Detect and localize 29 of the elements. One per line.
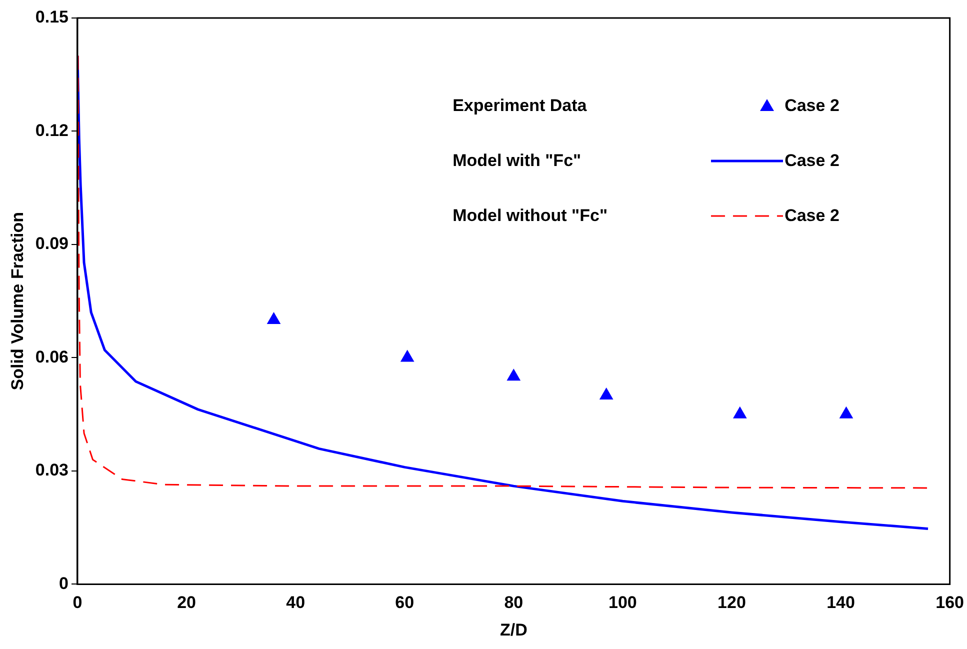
x-tick-label: 60 <box>395 593 414 612</box>
x-tick-label: 80 <box>504 593 524 612</box>
annotation: Model with "Fc" <box>452 150 582 172</box>
point <box>507 369 520 381</box>
x-tick-label: 100 <box>608 593 637 612</box>
x-tick-label: 140 <box>826 593 855 612</box>
point <box>733 406 746 418</box>
point <box>267 312 280 324</box>
legend-label: Case 2 <box>784 150 840 172</box>
point <box>600 388 613 400</box>
x-axis-title: Z/D <box>500 620 528 640</box>
annotation: Model without "Fc" <box>452 205 608 227</box>
point <box>400 350 414 362</box>
y-tick-label: 0 <box>59 574 68 593</box>
y-tick-label: 0.12 <box>35 120 68 140</box>
y-tick-label: 0.15 <box>35 8 68 27</box>
annotation: Experiment Data <box>452 95 587 117</box>
x-tick-label: 160 <box>936 593 964 612</box>
legend-label: Case 2 <box>784 95 840 117</box>
legend-label: Case 2 <box>784 205 840 227</box>
x-tick-label: 120 <box>718 593 746 612</box>
x-tick-label: 0 <box>72 593 82 612</box>
y-tick-label: 0.03 <box>35 460 68 480</box>
x-tick-label: 40 <box>286 593 306 612</box>
y-tick-label: 0.09 <box>35 234 68 254</box>
y-axis-title: Solid Volume Fraction <box>8 212 27 390</box>
y-tick-label: 0.06 <box>35 347 68 366</box>
point <box>840 406 853 418</box>
x-tick-label: 20 <box>177 593 196 612</box>
